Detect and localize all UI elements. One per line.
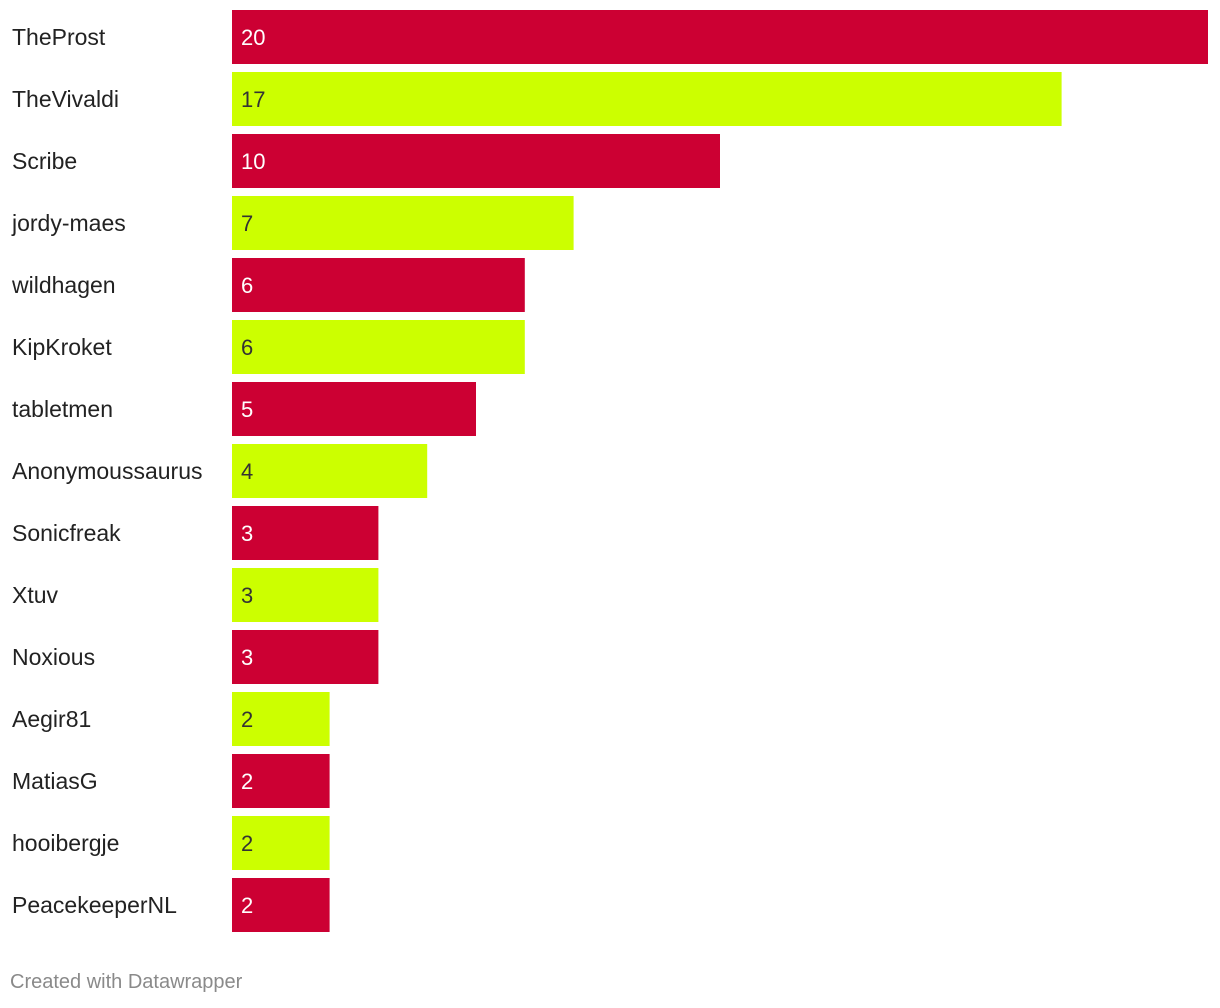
- category-label: Aegir81: [12, 706, 91, 732]
- category-label: wildhagen: [11, 272, 116, 298]
- credit-footer: Created with Datawrapper: [10, 971, 243, 993]
- bar: [232, 878, 330, 932]
- value-label: 3: [241, 521, 253, 546]
- category-label: Noxious: [12, 644, 95, 670]
- bar: [232, 692, 330, 746]
- category-label: TheProst: [12, 24, 106, 50]
- bar: [232, 196, 574, 250]
- value-label: 2: [241, 831, 253, 856]
- value-label: 6: [241, 335, 253, 360]
- value-label: 2: [241, 893, 253, 918]
- value-label: 7: [241, 211, 253, 236]
- bar-row: tabletmen 5: [12, 382, 476, 436]
- bar: [232, 10, 1208, 64]
- category-label: PeacekeeperNL: [12, 892, 177, 918]
- value-label: 3: [241, 583, 253, 608]
- bar: [232, 72, 1062, 126]
- value-label: 5: [241, 397, 253, 422]
- category-label: Scribe: [12, 148, 77, 174]
- value-label: 10: [241, 149, 265, 174]
- category-label: Anonymoussaurus: [12, 458, 203, 484]
- category-label: MatiasG: [12, 768, 98, 794]
- bar-row: Noxious 3: [12, 630, 379, 684]
- bar: [232, 258, 525, 312]
- bar: [232, 754, 330, 808]
- category-label: TheVivaldi: [12, 86, 119, 112]
- bar-row: Xtuv 3: [12, 568, 379, 622]
- category-label: Sonicfreak: [12, 520, 121, 546]
- bar-row: MatiasG 2: [12, 754, 330, 808]
- bar-row: TheProst 20: [12, 10, 1208, 64]
- bar-row: jordy-maes 7: [11, 196, 574, 250]
- category-label: hooibergje: [12, 830, 119, 856]
- bar-row: Anonymoussaurus 4: [12, 444, 428, 498]
- bar-row: TheVivaldi 17: [12, 72, 1062, 126]
- bar: [232, 320, 525, 374]
- category-label: KipKroket: [12, 334, 112, 360]
- value-label: 3: [241, 645, 253, 670]
- value-label: 2: [241, 707, 253, 732]
- bar-row: Sonicfreak 3: [12, 506, 379, 560]
- category-label: Xtuv: [12, 582, 59, 608]
- bar: [232, 382, 476, 436]
- bar: [232, 506, 379, 560]
- bar-row: PeacekeeperNL 2: [12, 878, 330, 932]
- value-label: 4: [241, 459, 253, 484]
- value-label: 6: [241, 273, 253, 298]
- bar-row: wildhagen 6: [11, 258, 525, 312]
- bar: [232, 444, 428, 498]
- bar-row: Scribe 10: [12, 134, 720, 188]
- bar: [232, 568, 379, 622]
- bar-row: hooibergje 2: [12, 816, 330, 870]
- value-label: 2: [241, 769, 253, 794]
- value-label: 17: [241, 87, 265, 112]
- bar: [232, 134, 720, 188]
- value-label: 20: [241, 25, 265, 50]
- bar: [232, 630, 379, 684]
- category-label: tabletmen: [12, 396, 113, 422]
- bar-chart: TheProst 20 TheVivaldi 17 Scribe 10 jordy-maes…: [11, 10, 1208, 932]
- category-label: jordy-maes: [11, 210, 126, 236]
- bar: [232, 816, 330, 870]
- bar-row: KipKroket 6: [12, 320, 525, 374]
- bar-row: Aegir81 2: [12, 692, 330, 746]
